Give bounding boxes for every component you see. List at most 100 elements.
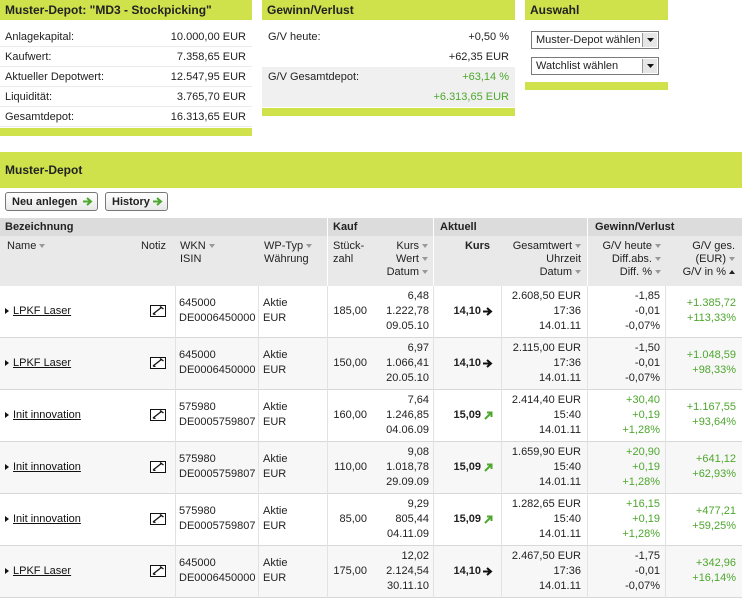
cell-divider	[327, 442, 328, 494]
note-icon	[150, 409, 166, 421]
cell-divider	[175, 338, 176, 390]
gv-value: +6.313,65 EUR	[433, 91, 509, 103]
section-header: Muster-Depot	[0, 152, 742, 188]
stock-link[interactable]: Init innovation	[5, 512, 81, 526]
column-header: G/V heute Diff.abs. Diff. %	[602, 240, 661, 279]
cell-divider	[501, 546, 502, 598]
stock-link[interactable]: LPKF Laser	[5, 356, 71, 370]
select-arrow	[647, 38, 654, 42]
value-cell-line: 14.01.11	[538, 528, 581, 540]
summary-label: Gesamtdepot:	[5, 111, 75, 123]
id-cell-line: 575980	[179, 505, 216, 517]
table-row	[0, 494, 742, 546]
id-cell-line: 575980	[179, 401, 216, 413]
quantity-cell-line: 85,00	[339, 513, 367, 525]
quantity-cell: 160,00	[333, 408, 367, 423]
cell-divider	[587, 286, 588, 338]
quantity-cell-line: 150,00	[333, 357, 367, 369]
select[interactable]: Watchlist wählen	[531, 57, 659, 75]
daily-gain-cell-line: -0,01	[634, 305, 660, 317]
type-cell-line: Aktie	[263, 349, 288, 361]
table-row	[0, 546, 742, 598]
summary-value: 7.358,65 EUR	[176, 51, 246, 63]
group-header: Kauf	[333, 221, 358, 233]
panel-bottom	[262, 108, 515, 116]
buy-cell: 9,08 1.018,78 29.09.09	[386, 445, 429, 490]
column-header-line: G/V in %	[683, 266, 735, 279]
daily-gain-cell-line: +30,40	[626, 394, 660, 406]
buy-cell-line: 9,29	[407, 498, 429, 510]
panel-header: Auswahl	[525, 0, 668, 20]
buy-cell-line: 09.05.10	[386, 320, 429, 332]
daily-gain-cell: +16,15 +0,19 +1,28%	[622, 497, 660, 542]
note-icon-part	[150, 565, 166, 577]
group-header: Aktuell	[440, 221, 477, 233]
cell-divider	[175, 494, 176, 546]
total-gain-cell-line: +342,96	[695, 557, 736, 569]
button-arrow	[83, 197, 93, 206]
id-cell-line: 645000	[179, 297, 216, 309]
button[interactable]: History	[105, 192, 168, 211]
total-gain-cell-line: +1.385,72	[686, 297, 736, 309]
stock-link[interactable]: LPKF Laser	[5, 304, 71, 318]
cell-divider	[258, 390, 259, 442]
column-header-line: G/V heute	[602, 240, 661, 253]
column-header-line: Diff.abs.	[602, 253, 661, 266]
daily-gain-cell: +30,40 +0,19 +1,28%	[622, 393, 660, 438]
buy-cell-line: 1.246,85	[386, 409, 429, 421]
type-cell: Aktie EUR	[263, 452, 287, 482]
value-cell-line: 17:36	[553, 357, 581, 369]
column-header-text: Notiz	[140, 240, 166, 252]
select-text: Muster-Depot wählen	[536, 34, 641, 46]
id-cell-line: DE0005759807	[179, 468, 256, 480]
type-cell-line: Aktie	[263, 401, 288, 413]
trend-up-icon-part	[484, 515, 493, 524]
column-header-text: (EUR)	[695, 253, 735, 265]
current-price: 15,09	[453, 461, 481, 473]
button[interactable]: Neu anlegen	[5, 192, 98, 211]
value-cell-line: 15:40	[553, 409, 581, 421]
summary-value: 10.000,00 EUR	[170, 31, 246, 43]
type-cell-line: EUR	[263, 364, 287, 376]
value-cell-line: 14.01.11	[538, 372, 581, 384]
summary-row	[0, 27, 252, 47]
quantity-cell: 85,00	[339, 512, 367, 527]
stock-link[interactable]: Init innovation	[5, 408, 81, 422]
column-header: WP-Typ Währung	[264, 240, 312, 266]
buy-cell: 7,64 1.246,85 04.06.09	[386, 393, 429, 438]
column-header: Stück-zahl	[333, 240, 364, 266]
trend-flat-icon	[483, 307, 493, 316]
trend-up-icon	[484, 411, 493, 420]
type-cell-line: Aktie	[263, 453, 288, 465]
select-arrow-part	[647, 38, 654, 42]
cell-divider	[433, 442, 434, 494]
summary-label: Anlagekapital:	[5, 31, 75, 43]
quantity-cell-line: 175,00	[333, 565, 367, 577]
summary-label: Kaufwert:	[5, 51, 52, 63]
cell-divider	[665, 442, 666, 494]
trend-up-icon	[484, 515, 493, 524]
note-icon-part	[152, 409, 164, 420]
current-price: 15,09	[453, 513, 481, 525]
cell-divider	[433, 338, 434, 390]
quantity-cell: 150,00	[333, 356, 367, 371]
panel-header: Gewinn/Verlust	[262, 0, 515, 20]
type-cell-line: EUR	[263, 416, 287, 428]
trend-flat-icon-part	[483, 567, 493, 576]
column-header-line: WP-Typ	[264, 240, 312, 253]
daily-gain-cell-line: +1,28%	[622, 424, 660, 436]
select[interactable]: Muster-Depot wählen	[531, 31, 659, 49]
id-cell-line: DE0006450000	[179, 572, 256, 584]
id-cell-line: DE0005759807	[179, 416, 256, 428]
stock-link[interactable]: Init innovation	[5, 460, 81, 474]
panel-header: Muster-Depot: "MD3 - Stockpicking"	[0, 0, 252, 20]
id-cell: 645000 DE0006450000	[179, 348, 255, 378]
total-gain-cell: +1.167,55 +93,64%	[687, 400, 736, 430]
trend-up-icon	[484, 463, 493, 472]
column-header-line: G/V ges.	[683, 240, 735, 253]
value-cell: 2.115,00 EUR 17:36 14.01.11	[513, 341, 581, 386]
stock-link[interactable]: LPKF Laser	[5, 564, 71, 578]
daily-gain-cell-line: -1,75	[634, 550, 660, 562]
summary-value: 3.765,70 EUR	[176, 91, 246, 103]
column-header-line: Gesamtwert	[513, 240, 581, 253]
